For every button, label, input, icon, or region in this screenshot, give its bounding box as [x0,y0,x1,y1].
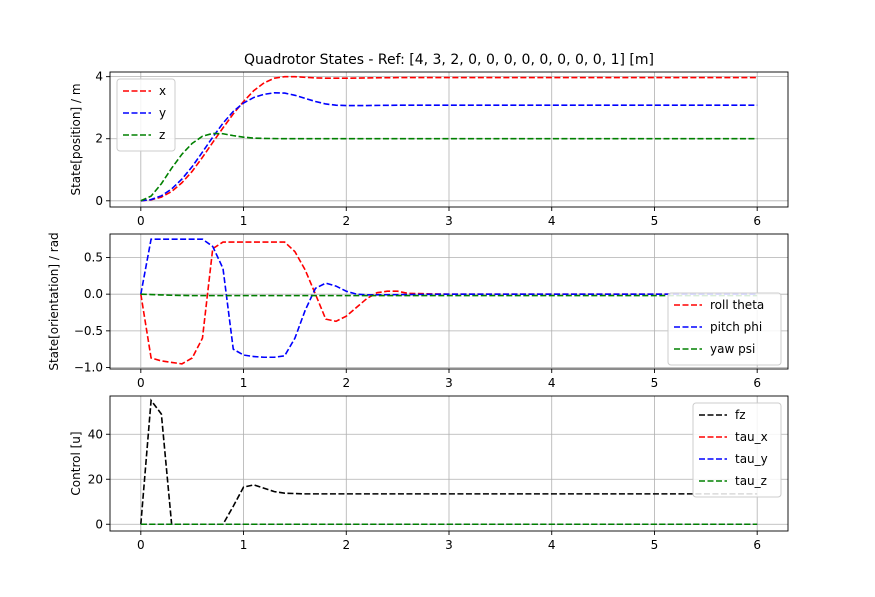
x-tick-label: 2 [342,376,350,390]
y-tick-label: 20 [88,472,103,486]
legend-box [116,78,176,152]
y-tick-label: 0 [95,194,103,208]
panel-2: 0 1 2 3 4 5 6 0.5 0.0 −0.5 −1.0 State[orientation] … [47,232,789,390]
y-axis-label: Control [u] [69,431,83,495]
x-tick-label: 4 [548,376,556,390]
x-tick-label: 6 [753,538,761,552]
series-line-yaw-psi [140,293,758,297]
x-tick-label: 5 [651,538,659,552]
legend-label: pitch phi [710,320,762,334]
legend-label: y [159,106,166,120]
legend-box [667,292,782,366]
legend-label: tau_z [735,474,767,488]
series-line-pitch-phi [140,238,758,359]
legend-label: x [159,84,166,98]
legend-label: z [159,128,165,142]
legend-box [692,402,782,498]
y-tick-label: 0.0 [84,287,103,301]
y-tick-label: 0.5 [84,250,103,264]
x-tick-label: 3 [445,538,453,552]
x-tick-label: 6 [753,376,761,390]
x-tick-label: 4 [548,214,556,228]
x-tick-label: 1 [240,376,248,390]
x-tick-label: 0 [137,376,145,390]
x-tick-label: 3 [445,376,453,390]
figure-title: Quadrotor States - Ref: [4, 3, 2, 0, 0, … [244,52,654,68]
x-tick-label: 0 [137,214,145,228]
panel-3: 0 1 2 3 4 5 6 0 20 40 Control [u] fz tau_x tau_y tau_z [69,395,789,552]
x-tick-label: 2 [342,538,350,552]
x-tick-label: 3 [445,214,453,228]
panel-1: 0 1 2 3 4 5 6 0 2 4 State[position] / m xyz [69,70,789,228]
x-tick-label: 0 [137,538,145,552]
x-tick-label: 1 [240,214,248,228]
series-line-y [140,91,758,202]
y-tick-label: 40 [88,427,103,441]
y-tick-label: 4 [95,70,103,84]
legend-label: yaw psi [710,342,755,356]
legend-label: roll theta [710,298,764,312]
legend-label: tau_x [735,430,768,444]
y-tick-label: −0.5 [74,324,103,338]
y-axis-label: State[orientation] / rad [47,232,61,370]
legend-label: fz [735,408,746,422]
x-tick-label: 4 [548,538,556,552]
y-axis-label: State[position] / m [69,83,83,195]
y-tick-label: 2 [95,132,103,146]
x-tick-label: 5 [651,214,659,228]
y-tick-label: 0 [95,517,103,531]
x-tick-label: 2 [342,214,350,228]
y-tick-label: −1.0 [74,361,103,375]
legend-label: tau_y [735,452,768,466]
series-line-roll-theta [140,241,758,365]
x-tick-label: 5 [651,376,659,390]
x-tick-label: 6 [753,214,761,228]
series-line-x [140,75,758,202]
x-tick-label: 1 [240,538,248,552]
